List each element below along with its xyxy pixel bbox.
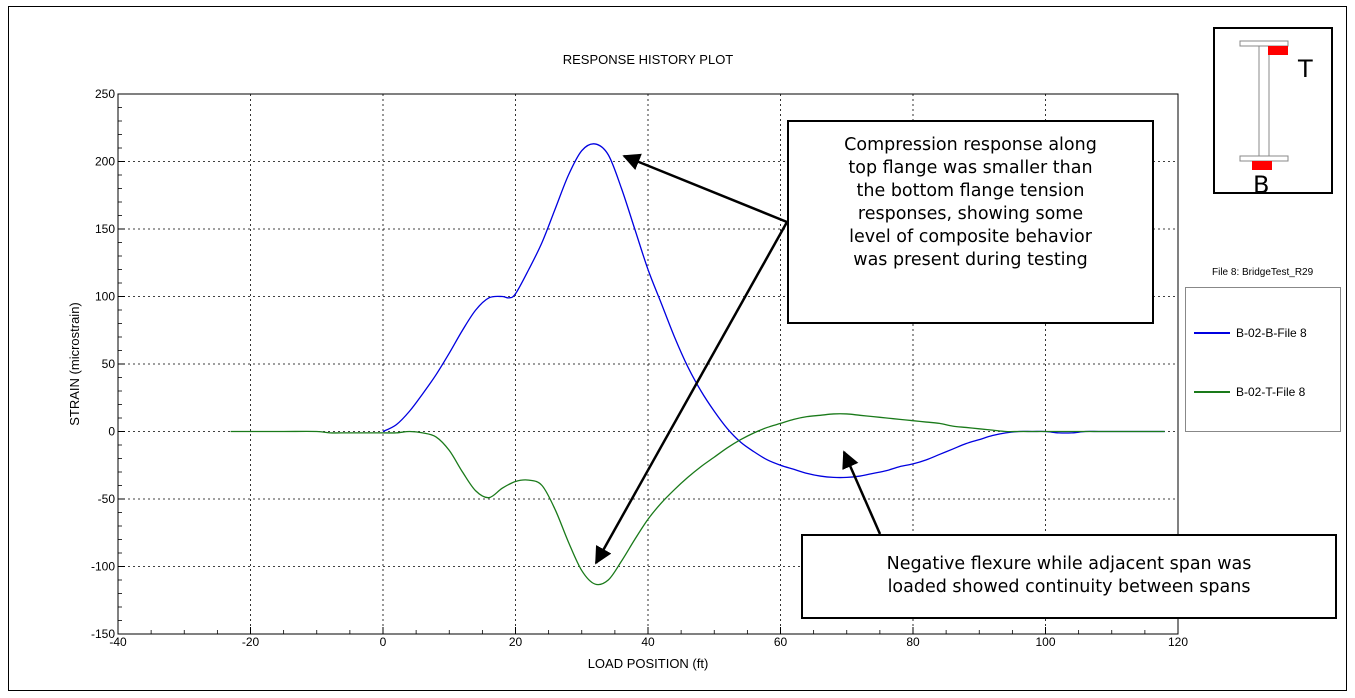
legend-swatch-b-02-t [1194, 391, 1230, 393]
x-tick-label: 120 [1168, 635, 1188, 649]
series-line-b-02-t [230, 413, 1165, 586]
bottom-flange-label: B [1253, 171, 1270, 199]
x-tick-label: 60 [774, 635, 788, 649]
composite-behavior-callout: Compression response along top flange was… [787, 120, 1154, 324]
legend-label-b-02-t: B-02-T-File 8 [1236, 385, 1306, 399]
x-axis-label: LOAD POSITION (ft) [588, 656, 709, 671]
x-tick-label: -20 [242, 635, 260, 649]
y-tick-label: 0 [108, 425, 115, 439]
y-tick-label: -50 [98, 492, 116, 506]
bottom-gauge-marker [1252, 161, 1272, 170]
y-tick-label: 200 [95, 155, 115, 169]
y-tick-label: 250 [95, 87, 115, 101]
continuity-callout-line: loaded showed continuity between spans [887, 577, 1251, 597]
y-tick-label: 50 [102, 357, 116, 371]
legend-swatch-b-02-b [1194, 332, 1230, 334]
grid-lines [118, 94, 1178, 634]
composite-behavior-callout-line: the bottom flange tension [856, 181, 1085, 201]
x-tick-label: 40 [641, 635, 655, 649]
x-tick-label: 20 [509, 635, 523, 649]
y-tick-label: 100 [95, 290, 115, 304]
composite-behavior-callout-line: level of composite behavior [849, 227, 1092, 247]
continuity-callout: Negative flexure while adjacent span was… [801, 534, 1337, 619]
composite-behavior-callout-line: top flange was smaller than [848, 158, 1093, 178]
x-tick-label: -40 [109, 635, 127, 649]
y-axis-label: STRAIN (microstrain) [67, 302, 82, 426]
chart-title: RESPONSE HISTORY PLOT [563, 52, 734, 67]
x-tick-label: 80 [906, 635, 920, 649]
legend-label-b-02-b: B-02-B-File 8 [1236, 326, 1307, 340]
y-tick-label: -100 [91, 560, 115, 574]
x-tick-label: 0 [380, 635, 387, 649]
axis-ticks: -40 -20 0 20 40 60 80 100 120 -150 -100 -50 0 50 100 15… [91, 87, 1188, 649]
composite-behavior-callout-line: Compression response along [844, 135, 1097, 155]
y-tick-label: 150 [95, 222, 115, 236]
figure-frame [8, 6, 1347, 691]
top-gauge-marker [1268, 46, 1288, 55]
arrow-to-bottom-trough [594, 221, 789, 565]
x-tick-label: 100 [1035, 635, 1055, 649]
beam-diagram: T B [1213, 27, 1333, 199]
i-beam-icon [1239, 40, 1289, 170]
arrows [594, 153, 882, 565]
composite-behavior-callout-line: responses, showing some [857, 204, 1084, 224]
arrow-to-negative-flexure [842, 450, 882, 535]
legend-file-label: File 8: BridgeTest_R29 [1212, 267, 1314, 278]
composite-behavior-callout-line: was present during testing [853, 250, 1088, 270]
arrow-to-top-flange-peak [622, 153, 788, 224]
continuity-callout-line: Negative flexure while adjacent span was [886, 554, 1252, 574]
series-layer [230, 143, 1165, 586]
top-flange-label: T [1298, 55, 1313, 83]
legend: B-02-B-File 8 B-02-T-File 8 [1185, 287, 1341, 432]
y-tick-label: -150 [91, 627, 115, 641]
